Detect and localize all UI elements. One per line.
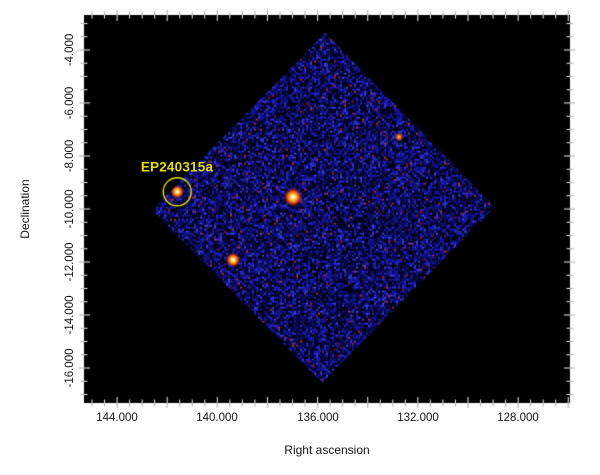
x-axis-label: Right ascension	[284, 443, 370, 457]
x-tick-label: 136.000	[297, 412, 339, 424]
y-tick-label: -14.000	[64, 295, 76, 335]
y-tick-label: -6.000	[64, 86, 76, 120]
x-tick-label: 132.000	[397, 412, 439, 424]
x-tick-label: 140.000	[196, 412, 238, 424]
y-tick-label: -8.000	[64, 139, 76, 173]
y-tick-label: -10.000	[64, 189, 76, 229]
y-tick-label: -16.000	[64, 348, 76, 388]
x-tick-label: 144.000	[96, 412, 138, 424]
y-tick-label: -12.000	[64, 242, 76, 282]
source-annotation-label: EP240315a	[140, 159, 214, 175]
y-tick-label: -4.000	[64, 33, 76, 67]
y-axis-label: Declination	[18, 179, 32, 239]
x-tick-label: 128.000	[497, 412, 539, 424]
